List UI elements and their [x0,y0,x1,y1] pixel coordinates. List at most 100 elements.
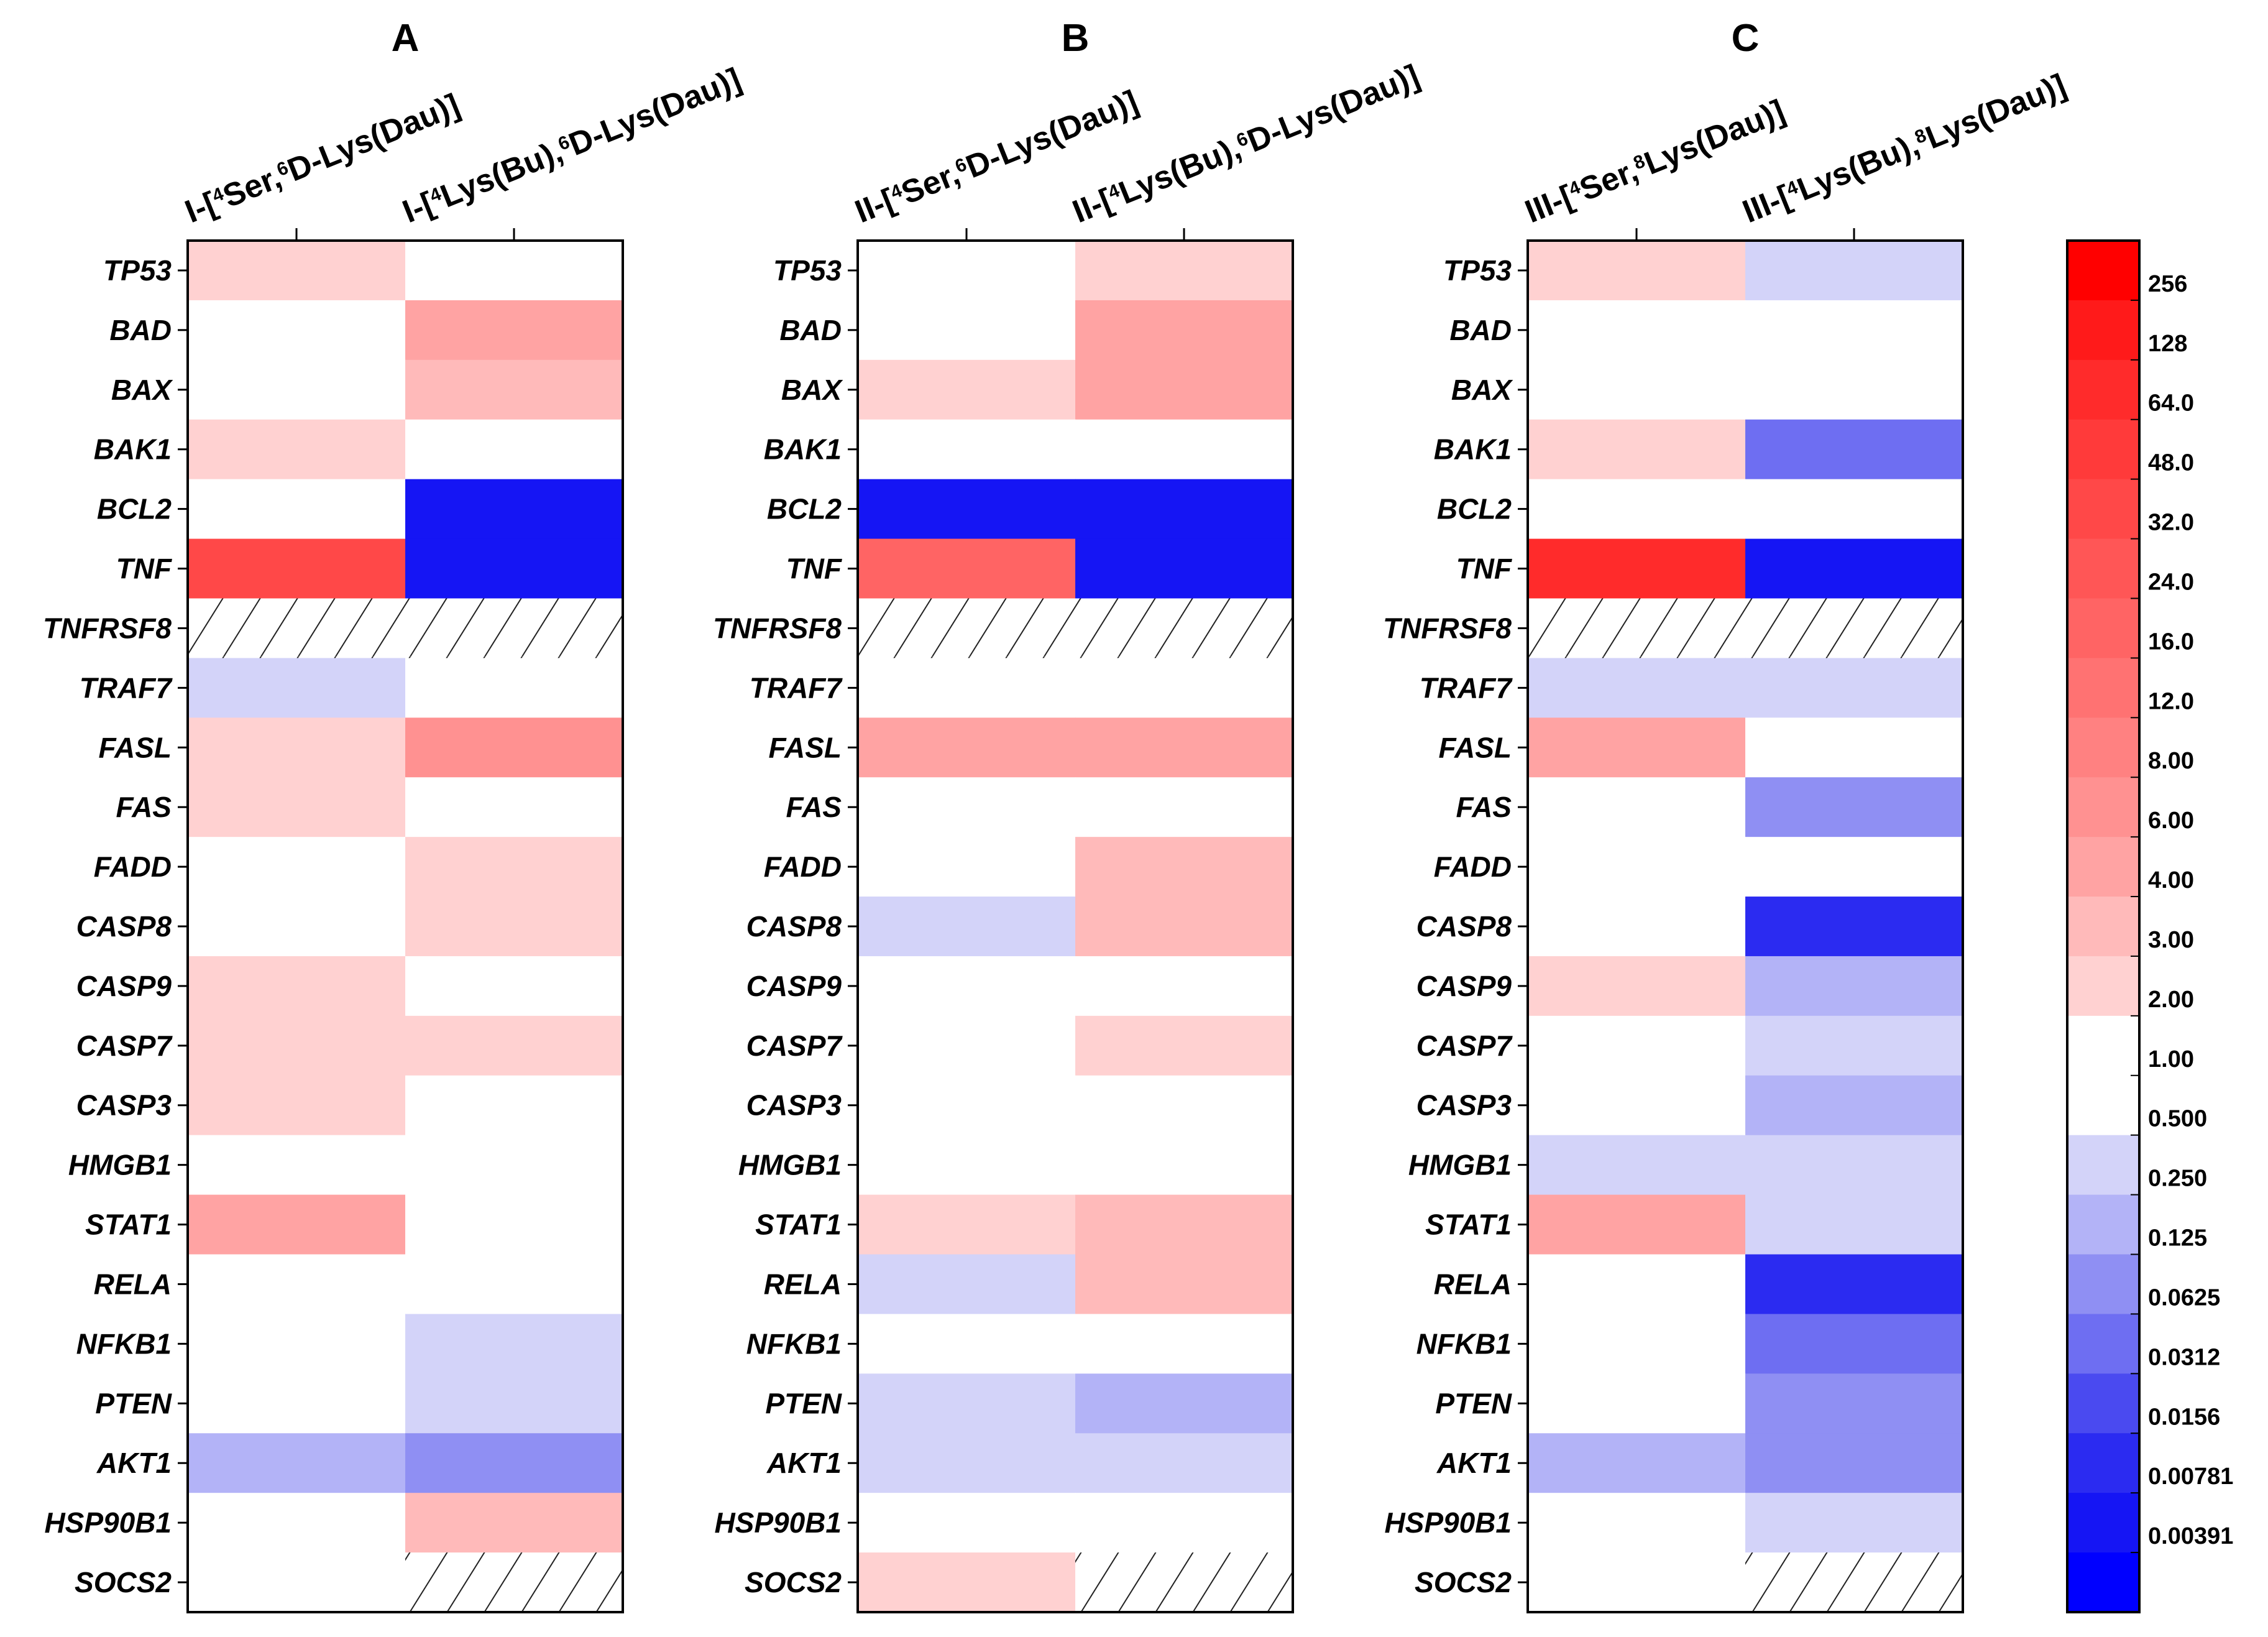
cell-bad-col2 [1745,300,1963,361]
colorbar-label: 0.500 [2148,1106,2207,1132]
cell-socs2-col2 [405,1552,623,1613]
cell-hsp90b1-col2 [1075,1493,1293,1553]
gene-label-casp9: CASP9 [76,970,172,1002]
cell-fasl-col2 [1745,717,1963,778]
colorbar-segment [2067,1075,2139,1136]
colorbar-label: 0.125 [2148,1225,2207,1252]
cell-casp3-col1 [1528,1075,1746,1136]
gene-label-nfkb1: NFKB1 [1416,1327,1512,1360]
cell-casp7-col2 [1075,1015,1293,1076]
gene-label-tnfrsf8: TNFRSF8 [1383,612,1512,644]
panel-c: C TP53 BAD BAX BAK1 BCL2 TNF TNFRSF8 TRAF7 FASL FA… [1383,17,2071,1613]
gene-label-bak1: BAK1 [1434,433,1512,466]
colorbar-segment [2067,777,2139,837]
cell-tnf-col1 [858,538,1076,599]
colorbar-segment [2067,1373,2139,1434]
gene-label-fasl: FASL [768,731,842,763]
gene-label-bcl2: BCL2 [1437,493,1512,525]
cell-casp3-col1 [188,1075,406,1136]
cell-nfkb1-col2 [1075,1314,1293,1374]
gene-label-casp9: CASP9 [1416,970,1512,1002]
colorbar-segment [2067,1552,2139,1613]
gene-label-akt1: AKT1 [1436,1447,1512,1479]
cell-akt1-col1 [188,1433,406,1493]
cell-casp7-col1 [858,1015,1076,1076]
gene-label-bax: BAX [111,374,173,406]
cell-traf7-col1 [188,658,406,718]
gene-label-pten: PTEN [765,1387,842,1419]
gene-label-stat1: STAT1 [755,1209,842,1241]
cell-pten-col1 [188,1373,406,1434]
colorbar-label: 6.00 [2148,808,2194,834]
cell-bcl2-col1 [188,479,406,540]
cell-tnf-col2 [1075,538,1293,599]
cell-rela-col1 [188,1254,406,1314]
cell-casp7-col2 [1745,1015,1963,1076]
colorbar-segment [2067,359,2139,420]
gene-label-fas: FAS [1456,791,1512,823]
cell-pten-col2 [1075,1373,1293,1434]
gene-label-fadd: FADD [1434,851,1512,883]
cell-rela-col1 [1528,1254,1746,1314]
gene-label-bcl2: BCL2 [97,493,172,525]
gene-label-tnf: TNF [1456,553,1513,585]
colorbar-segment [2067,897,2139,957]
gene-label-bak1: BAK1 [94,433,172,466]
cell-rela-col1 [858,1254,1076,1314]
colorbar-segment [2067,717,2139,778]
cell-hmgb1-col1 [858,1135,1076,1196]
cell-fas-col2 [1075,777,1293,837]
gene-label-pten: PTEN [95,1387,172,1419]
colorbar-label: 4.00 [2148,867,2194,893]
cell-tnfrsf8-col1 [1528,598,1746,658]
cell-fas-col1 [188,777,406,837]
cell-casp3-col2 [1075,1075,1293,1136]
gene-label-casp9: CASP9 [746,970,842,1002]
cell-traf7-col2 [1075,658,1293,718]
gene-label-tnfrsf8: TNFRSF8 [43,612,172,644]
cell-stat1-col1 [1528,1194,1746,1255]
cell-bax-col1 [188,359,406,420]
cell-casp7-col1 [188,1015,406,1076]
cell-fadd-col1 [1528,837,1746,897]
gene-label-fadd: FADD [94,851,172,883]
gene-label-fas: FAS [116,791,172,823]
colorbar-segment [2067,1493,2139,1553]
cell-fas-col1 [858,777,1076,837]
colorbar-label: 3.00 [2148,927,2194,953]
gene-label-bad: BAD [779,314,842,346]
cell-tnf-col1 [1528,538,1746,599]
cell-pten-col1 [1528,1373,1746,1434]
cell-bad-col2 [405,300,623,361]
gene-label-bad: BAD [1449,314,1512,346]
cell-hmgb1-col1 [188,1135,406,1196]
cell-fasl-col1 [858,717,1076,778]
cell-tp53-col2 [1075,241,1293,301]
cell-hsp90b1-col2 [1745,1493,1963,1553]
cell-fadd-col1 [858,837,1076,897]
colorbar-label: 0.0312 [2148,1344,2220,1370]
cell-traf7-col2 [1745,658,1963,718]
gene-label-bax: BAX [781,374,843,406]
cell-nfkb1-col1 [1528,1314,1746,1374]
gene-label-akt1: AKT1 [96,1447,172,1479]
gene-label-socs2: SOCS2 [745,1566,842,1598]
cell-tp53-col1 [1528,241,1746,301]
cell-fadd-col1 [188,837,406,897]
cell-pten-col1 [858,1373,1076,1434]
gene-label-casp7: CASP7 [76,1030,173,1062]
cell-fadd-col2 [1075,837,1293,897]
gene-label-hsp90b1: HSP90B1 [44,1506,172,1539]
gene-label-tp53: TP53 [103,254,172,287]
gene-label-fadd: FADD [764,851,842,883]
cell-bak1-col2 [1745,419,1963,480]
colorbar-label: 16.0 [2148,629,2194,655]
column-label-2: I-[4Lys(Bu),6D-Lys(Dau)] [398,62,746,231]
cell-bad-col1 [1528,300,1746,361]
gene-label-bcl2: BCL2 [767,493,842,525]
gene-label-tp53: TP53 [1443,254,1512,287]
gene-label-rela: RELA [764,1268,842,1300]
cell-casp9-col1 [858,956,1076,1017]
gene-label-nfkb1: NFKB1 [746,1327,842,1360]
